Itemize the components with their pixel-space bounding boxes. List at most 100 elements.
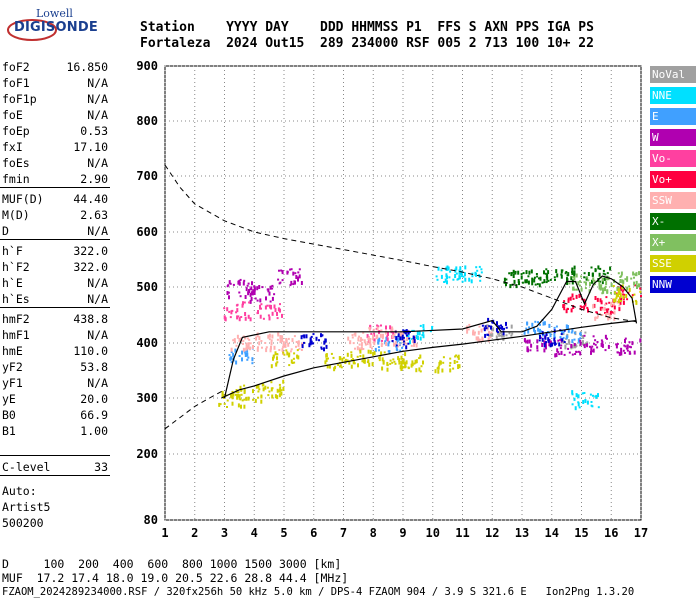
lowell-digisonde-logo: [4, 6, 76, 42]
echo-point-nne: [431, 325, 434, 330]
echo-point-w: [294, 272, 297, 275]
echo-point-sse: [635, 300, 638, 305]
echo-point-w: [278, 282, 281, 285]
echo-point-nne: [584, 399, 587, 403]
echo-point-vo: [229, 316, 232, 319]
x-tick-label: 8: [370, 526, 377, 540]
echo-point-nnw: [545, 332, 548, 336]
echo-point-w: [252, 289, 255, 294]
echo-point-x: [585, 281, 587, 286]
echo-point-sse: [240, 404, 242, 409]
echo-point-sse: [399, 365, 402, 370]
echo-point-w: [590, 350, 592, 355]
echo-point-x: [538, 277, 540, 280]
echo-point-sse: [286, 351, 289, 356]
param-row-he: h`E N/A: [2, 276, 108, 290]
echo-point-e: [228, 354, 231, 357]
echo-point-nnw: [402, 343, 405, 346]
echo-point-ssw: [265, 348, 268, 353]
echo-point-w: [228, 295, 230, 300]
param-row-fof1: foF1 N/A: [2, 76, 108, 90]
echo-point-nnw: [544, 335, 547, 340]
echo-point-ssw: [605, 312, 608, 315]
echo-point-nnw: [395, 336, 398, 341]
echo-point-w: [596, 346, 599, 349]
param-value: 0.53: [80, 124, 108, 138]
echo-point-x: [533, 278, 536, 283]
y-tick-label: 600: [136, 225, 158, 239]
echo-point-w: [258, 285, 261, 289]
echo-point-nnw: [309, 337, 312, 342]
echo-point-x: [602, 289, 605, 294]
echo-point-sse: [407, 366, 410, 369]
echo-point-sse: [617, 293, 619, 298]
echo-point-w: [543, 340, 546, 345]
echo-point-sse: [393, 360, 396, 363]
param-separator: [0, 475, 110, 476]
echo-point-sse: [389, 359, 392, 362]
echo-point-vo: [276, 312, 278, 316]
echo-point-vo: [586, 306, 589, 309]
echo-point-ssw: [473, 331, 476, 336]
echo-point-ssw: [353, 333, 356, 336]
auto-label: Auto:: [2, 484, 37, 498]
echo-point-sse: [324, 360, 327, 365]
echo-point-w: [559, 347, 562, 350]
echo-point-vo: [243, 301, 246, 304]
echo-point-sse: [222, 394, 225, 399]
echo-point-w: [594, 343, 597, 346]
echo-point-sse: [276, 388, 279, 393]
echo-point-ssw: [380, 343, 383, 347]
echo-point-sse: [282, 351, 285, 354]
echo-point-x: [604, 273, 607, 276]
y-tick-label: 700: [136, 169, 158, 183]
echo-point-noval: [562, 333, 565, 336]
echo-point-e: [573, 338, 576, 341]
echo-point-x: [619, 276, 622, 278]
echo-point-sse: [276, 353, 279, 356]
echo-point-ssw: [406, 337, 408, 341]
echo-point-w: [606, 337, 608, 340]
echo-point-nnw: [320, 347, 323, 350]
echo-point-e: [232, 352, 235, 357]
echo-point-ssw: [270, 339, 273, 342]
echo-point-ssw: [368, 326, 371, 331]
echo-point-w: [524, 340, 527, 343]
echo-point-ssw: [247, 345, 250, 350]
echo-point-w: [589, 345, 591, 348]
echo-point-w: [229, 282, 232, 285]
echo-point-sse: [449, 368, 452, 373]
echo-point-noval: [501, 333, 503, 338]
echo-point-w: [256, 299, 259, 302]
echo-point-x: [527, 280, 530, 285]
echo-point-nnw: [309, 341, 312, 346]
echo-point-vo: [268, 316, 271, 321]
echo-point-vo: [274, 308, 277, 313]
echo-point-ssw: [236, 334, 239, 339]
echo-point-e: [553, 326, 556, 329]
echo-point-vo: [599, 306, 602, 311]
echo-point-nne: [471, 272, 474, 275]
echo-point-nne: [464, 265, 467, 270]
echo-point-e: [579, 337, 582, 340]
echo-point-x: [543, 270, 545, 275]
echo-point-sse: [339, 364, 342, 367]
echo-point-ssw: [279, 339, 282, 344]
echo-point-ssw: [352, 342, 355, 345]
echo-point-sse: [404, 361, 407, 366]
echo-point-w: [594, 339, 597, 342]
echo-point-x: [586, 276, 589, 279]
param-value: N/A: [87, 92, 108, 106]
echo-point-sse: [342, 356, 345, 359]
echo-point-x: [539, 276, 542, 281]
echo-point-ssw: [261, 346, 263, 349]
echo-point-ssw: [477, 330, 480, 335]
echo-point-sse: [352, 358, 354, 361]
logo-swoosh-icon: [7, 19, 57, 41]
echo-point-vo: [583, 305, 586, 310]
echo-point-sse: [254, 398, 257, 403]
param-value: 322.0: [73, 260, 108, 274]
echo-point-vo: [259, 314, 262, 319]
echo-point-w: [271, 296, 274, 301]
echo-point-w: [247, 282, 250, 285]
